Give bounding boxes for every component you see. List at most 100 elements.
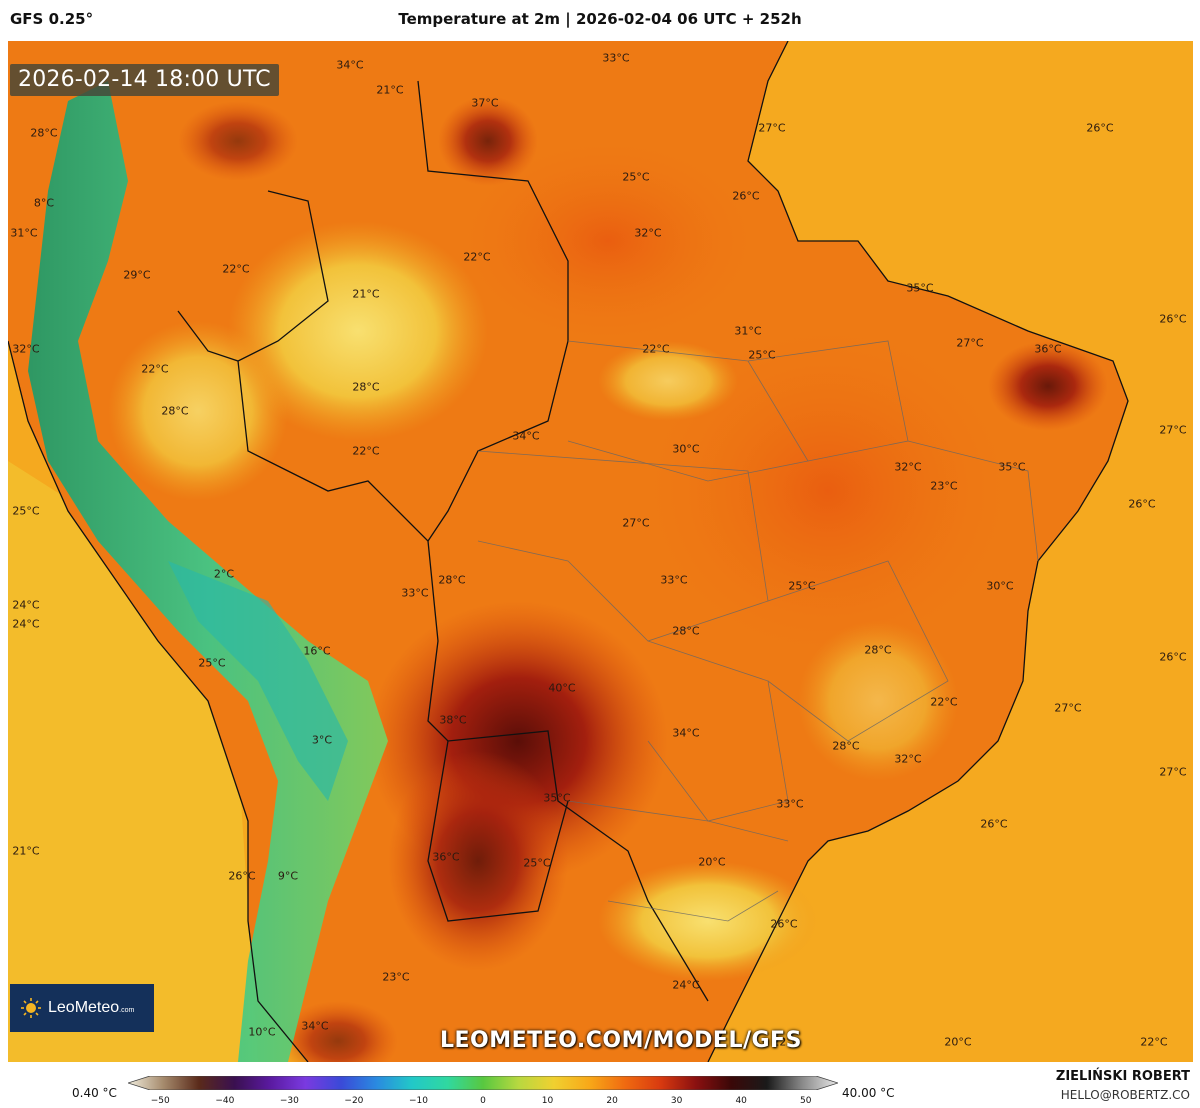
temperature-label: 25°C xyxy=(523,856,551,870)
temperature-label: 28°C xyxy=(832,739,860,753)
colorbar-tick-label: 0 xyxy=(480,1096,486,1106)
temperature-label: 20°C xyxy=(698,855,726,869)
temperature-label: 27°C xyxy=(1159,765,1187,779)
temperature-label: 23°C xyxy=(930,479,958,493)
colorbar-tick-label: −10 xyxy=(408,1096,428,1106)
colorbar-tick-label: 40 xyxy=(735,1096,747,1106)
temperature-label: 32°C xyxy=(894,460,922,474)
temperature-label: 22°C xyxy=(352,444,380,458)
author-name: ZIELIŃSKI ROBERT xyxy=(1055,1069,1190,1084)
temperature-label: 22°C xyxy=(141,362,169,376)
temperature-label: 30°C xyxy=(986,579,1014,593)
temperature-label: 35°C xyxy=(543,791,571,805)
temperature-label: 26°C xyxy=(1128,497,1156,511)
temperature-label: 26°C xyxy=(1159,650,1187,664)
sun-icon xyxy=(20,997,42,1019)
temperature-label: 24°C xyxy=(12,617,40,631)
temperature-label: 33°C xyxy=(602,51,630,65)
temperature-label: 27°C xyxy=(622,516,650,530)
logo-text: LeoMeteo.com xyxy=(48,999,135,1016)
temperature-label: 22°C xyxy=(463,250,491,264)
temperature-label: 22°C xyxy=(772,1035,800,1049)
temperature-label: 27°C xyxy=(1054,701,1082,715)
temperature-label: 32°C xyxy=(894,752,922,766)
colorbar-tick-label: −20 xyxy=(344,1096,364,1106)
colorbar-tick-label: −40 xyxy=(215,1096,235,1106)
temperature-label: 26°C xyxy=(980,817,1008,831)
colorbar-tick-label: −30 xyxy=(279,1096,299,1106)
range-min-label: 0.40 °C xyxy=(72,1086,117,1100)
temperature-label: 23°C xyxy=(382,970,410,984)
temperature-label: 34°C xyxy=(301,1019,329,1033)
temperature-label: 28°C xyxy=(161,404,189,418)
temperature-label: 33°C xyxy=(660,573,688,587)
temperature-label: 28°C xyxy=(672,624,700,638)
colorbar-tick-label: 20 xyxy=(606,1096,618,1106)
colorbar-ticks: −50 −40 −30 −20 −10 0 10 20 30 40 50 xyxy=(128,1096,838,1108)
map-graphic xyxy=(8,41,1193,1062)
temperature-label: 31°C xyxy=(10,226,38,240)
colorbar-tick-label: 10 xyxy=(541,1096,554,1106)
temperature-label: 21°C xyxy=(352,287,380,301)
temperature-label: 20°C xyxy=(944,1035,972,1049)
andes-cold-band xyxy=(28,81,388,1062)
temperature-label: 26°C xyxy=(1086,121,1114,135)
temperature-label: 9°C xyxy=(277,869,299,883)
temperature-label: 26°C xyxy=(1159,312,1187,326)
temperature-label: 34°C xyxy=(336,58,364,72)
temperature-label: 26°C xyxy=(770,917,798,931)
colorbar-tick-label: 50 xyxy=(799,1096,812,1106)
temperature-label: 27°C xyxy=(758,121,786,135)
temperature-label: 21°C xyxy=(12,844,40,858)
temperature-label: 29°C xyxy=(123,268,151,282)
temperature-label: 26°C xyxy=(228,869,256,883)
temperature-label: 27°C xyxy=(1159,423,1187,437)
temperature-label: 24°C xyxy=(12,598,40,612)
temperature-label: 32°C xyxy=(12,342,40,356)
temperature-label: 30°C xyxy=(672,442,700,456)
temperature-label: 27°C xyxy=(956,336,984,350)
site-url-watermark: LEOMETEO.COM/MODEL/GFS xyxy=(440,1028,802,1053)
temperature-label: 34°C xyxy=(672,726,700,740)
valid-time-badge: 2026-02-14 18:00 UTC xyxy=(10,64,279,96)
temperature-label: 22°C xyxy=(642,342,670,356)
temperature-label: 36°C xyxy=(432,850,460,864)
state-borders xyxy=(477,340,1039,922)
temperature-label: 2°C xyxy=(213,567,235,581)
temperature-label: 25°C xyxy=(788,579,816,593)
author-email: HELLO@ROBERTZ.CO xyxy=(1060,1088,1190,1102)
temperature-label: 40°C xyxy=(548,681,576,695)
temperature-label: 25°C xyxy=(12,504,40,518)
temperature-label: 28°C xyxy=(438,573,466,587)
temperature-label: 32°C xyxy=(634,226,662,240)
colorbar xyxy=(128,1076,838,1090)
temperature-map xyxy=(8,41,1193,1062)
temperature-label: 21°C xyxy=(376,83,404,97)
temperature-label: 28°C xyxy=(30,126,58,140)
temperature-label: 22°C xyxy=(222,262,250,276)
temperature-label: 22°C xyxy=(930,695,958,709)
temperature-label: 8°C xyxy=(33,196,55,210)
temperature-label: 10°C xyxy=(248,1025,276,1039)
temperature-label: 36°C xyxy=(1034,342,1062,356)
temperature-label: 22°C xyxy=(1140,1035,1168,1049)
temperature-label: 26°C xyxy=(732,189,760,203)
temperature-label: 3°C xyxy=(311,733,333,747)
temperature-label: 25°C xyxy=(198,656,226,670)
temperature-label: 28°C xyxy=(864,643,892,657)
temperature-label: 31°C xyxy=(734,324,762,338)
temperature-label: 38°C xyxy=(439,713,467,727)
colorbar-tick-label: −50 xyxy=(150,1096,170,1106)
temperature-label: 33°C xyxy=(401,586,429,600)
temperature-label: 37°C xyxy=(471,96,499,110)
temperature-label: 25°C xyxy=(748,348,776,362)
model-name: GFS 0.25° xyxy=(10,10,94,28)
temperature-label: 33°C xyxy=(776,797,804,811)
range-max-label: 40.00 °C xyxy=(842,1086,895,1100)
temperature-label: 25°C xyxy=(622,170,650,184)
temperature-label: 24°C xyxy=(672,978,700,992)
colorbar-tick-label: 30 xyxy=(670,1096,683,1106)
leometeo-logo: LeoMeteo.com xyxy=(10,984,154,1032)
temperature-label: 16°C xyxy=(303,644,331,658)
temperature-label: 34°C xyxy=(512,429,540,443)
